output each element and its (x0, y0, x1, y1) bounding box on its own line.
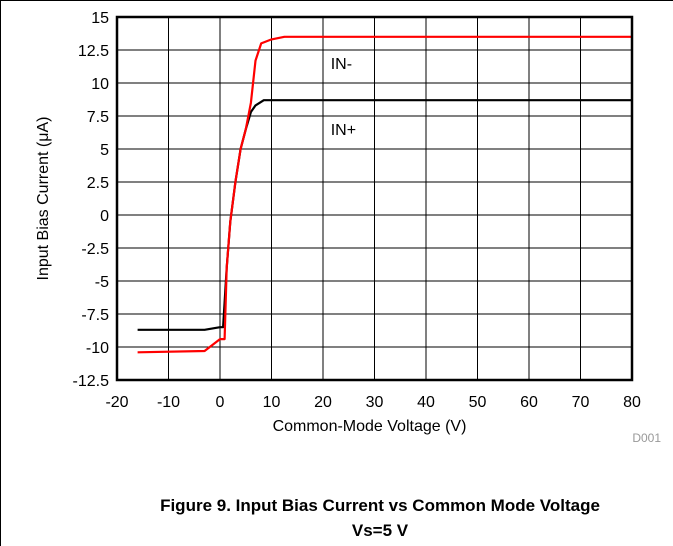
x-tick-label: 10 (263, 394, 281, 411)
chart-grid (116, 16, 633, 381)
y-tick-label: 12.5 (78, 43, 109, 60)
annotation-label: IN- (331, 56, 352, 73)
y-axis-label: Input Bias Current (μA) (35, 117, 52, 281)
chart-annotations: IN- IN+ (331, 56, 356, 139)
x-tick-label: 50 (469, 394, 487, 411)
y-tick-label: -2.5 (81, 241, 109, 258)
x-tick-labels: -20 -10 0 10 20 30 40 50 60 70 80 (105, 394, 641, 411)
y-tick-label: 5 (100, 142, 109, 159)
line-chart: -12.5 -10 -7.5 -5 -2.5 0 2.5 5 7.5 10 12.5 15 -20 -1… (35, 10, 661, 445)
y-tick-label: 15 (91, 10, 109, 27)
page-border-top (0, 0, 673, 1)
x-tick-label: -10 (157, 394, 180, 411)
x-tick-label: 0 (216, 394, 225, 411)
y-tick-label: 2.5 (87, 175, 109, 192)
x-tick-label: 40 (417, 394, 435, 411)
y-tick-label: 10 (91, 76, 109, 93)
series-line-in (137, 35, 632, 354)
x-tick-label: 30 (366, 394, 384, 411)
y-tick-label: 0 (100, 208, 109, 225)
plot-area-border (115, 15, 634, 382)
figure-caption-subtitle: Vs=5 V (351, 521, 409, 540)
x-tick-label: 60 (520, 394, 538, 411)
x-tick-label: -20 (105, 394, 128, 411)
x-tick-label: 70 (572, 394, 590, 411)
y-tick-label: 7.5 (87, 109, 109, 126)
figure-caption-title: Figure 9. Input Bias Current vs Common M… (160, 496, 600, 515)
y-tick-labels: -12.5 -10 -7.5 -5 -2.5 0 2.5 5 7.5 10 12.5 15 (73, 10, 110, 390)
chart-series (137, 35, 632, 354)
y-tick-label: -12.5 (73, 373, 110, 390)
x-axis-label: Common-Mode Voltage (V) (273, 418, 467, 435)
annotation-label: IN+ (331, 122, 356, 139)
y-tick-label: -10 (86, 340, 109, 357)
x-tick-label: 80 (623, 394, 641, 411)
y-tick-label: -7.5 (81, 307, 109, 324)
y-tick-label: -5 (95, 274, 109, 291)
page-border-left (0, 0, 1, 546)
x-tick-label: 20 (314, 394, 332, 411)
figure-code: D001 (632, 431, 661, 445)
